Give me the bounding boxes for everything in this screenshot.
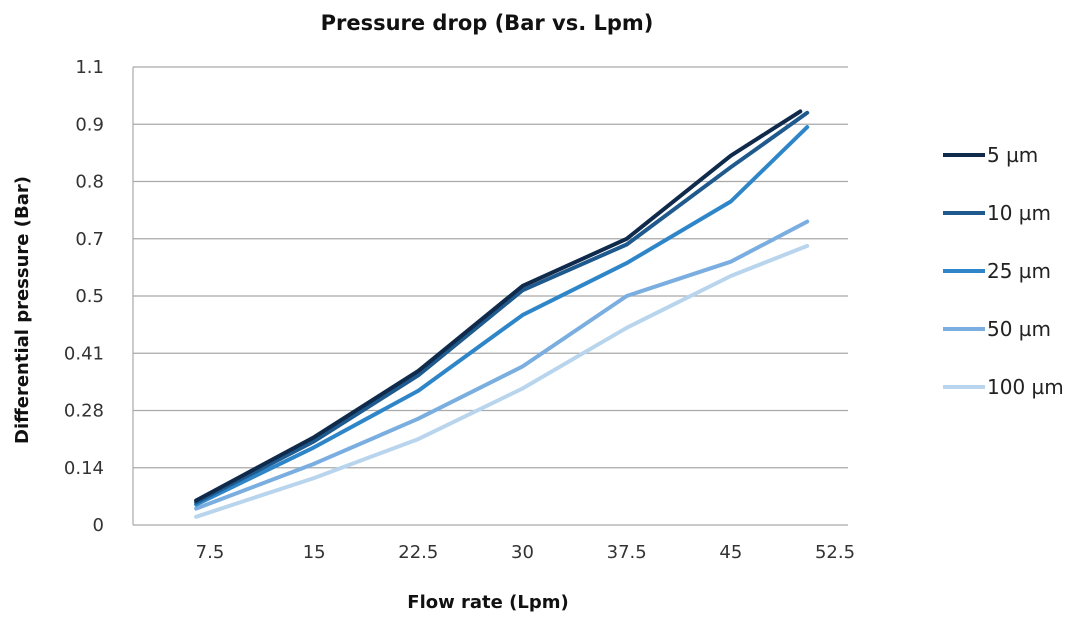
gridlines [132, 66, 848, 526]
series-lines [194, 109, 810, 519]
y-tick-label: 0.8 [75, 172, 104, 193]
y-tick-label: 0.9 [75, 114, 104, 135]
x-axis-tick-labels: 7.5 15 22.5 30 37.5 45 52.5 [196, 542, 855, 563]
x-tick-label: 22.5 [398, 542, 438, 563]
x-tick-label: 37.5 [607, 542, 647, 563]
x-tick-label: 7.5 [196, 542, 225, 563]
legend-label: 10 µm [987, 201, 1051, 225]
series-line [194, 125, 810, 507]
y-axis-tick-labels: 0 0.14 0.28 0.41 0.5 0.7 0.8 0.9 1.1 [64, 57, 104, 536]
x-tick-label: 15 [303, 542, 326, 563]
y-tick-label: 0.5 [75, 286, 104, 307]
legend-label: 50 µm [987, 317, 1051, 341]
series-line [194, 110, 810, 505]
y-tick-label: 0.7 [75, 229, 104, 250]
y-tick-label: 0.28 [64, 401, 104, 422]
x-axis-title: Flow rate (Lpm) [407, 592, 568, 613]
y-tick-label: 1.1 [75, 57, 104, 78]
legend: 5 µm 10 µm 25 µm 50 µm 100 µm [943, 143, 1064, 399]
y-tick-label: 0.41 [64, 343, 104, 364]
series-line [194, 219, 810, 511]
y-tick-label: 0 [93, 515, 104, 536]
series-line [194, 109, 803, 503]
x-tick-label: 45 [719, 542, 742, 563]
x-tick-label: 52.5 [815, 542, 855, 563]
legend-label: 100 µm [987, 375, 1064, 399]
legend-label: 25 µm [987, 259, 1051, 283]
chart-title: Pressure drop (Bar vs. Lpm) [321, 11, 654, 35]
legend-label: 5 µm [987, 143, 1038, 167]
series-line [194, 243, 810, 519]
y-tick-label: 0.14 [64, 458, 104, 479]
x-tick-label: 30 [511, 542, 534, 563]
y-axis-title: Differential pressure (Bar) [12, 176, 33, 444]
